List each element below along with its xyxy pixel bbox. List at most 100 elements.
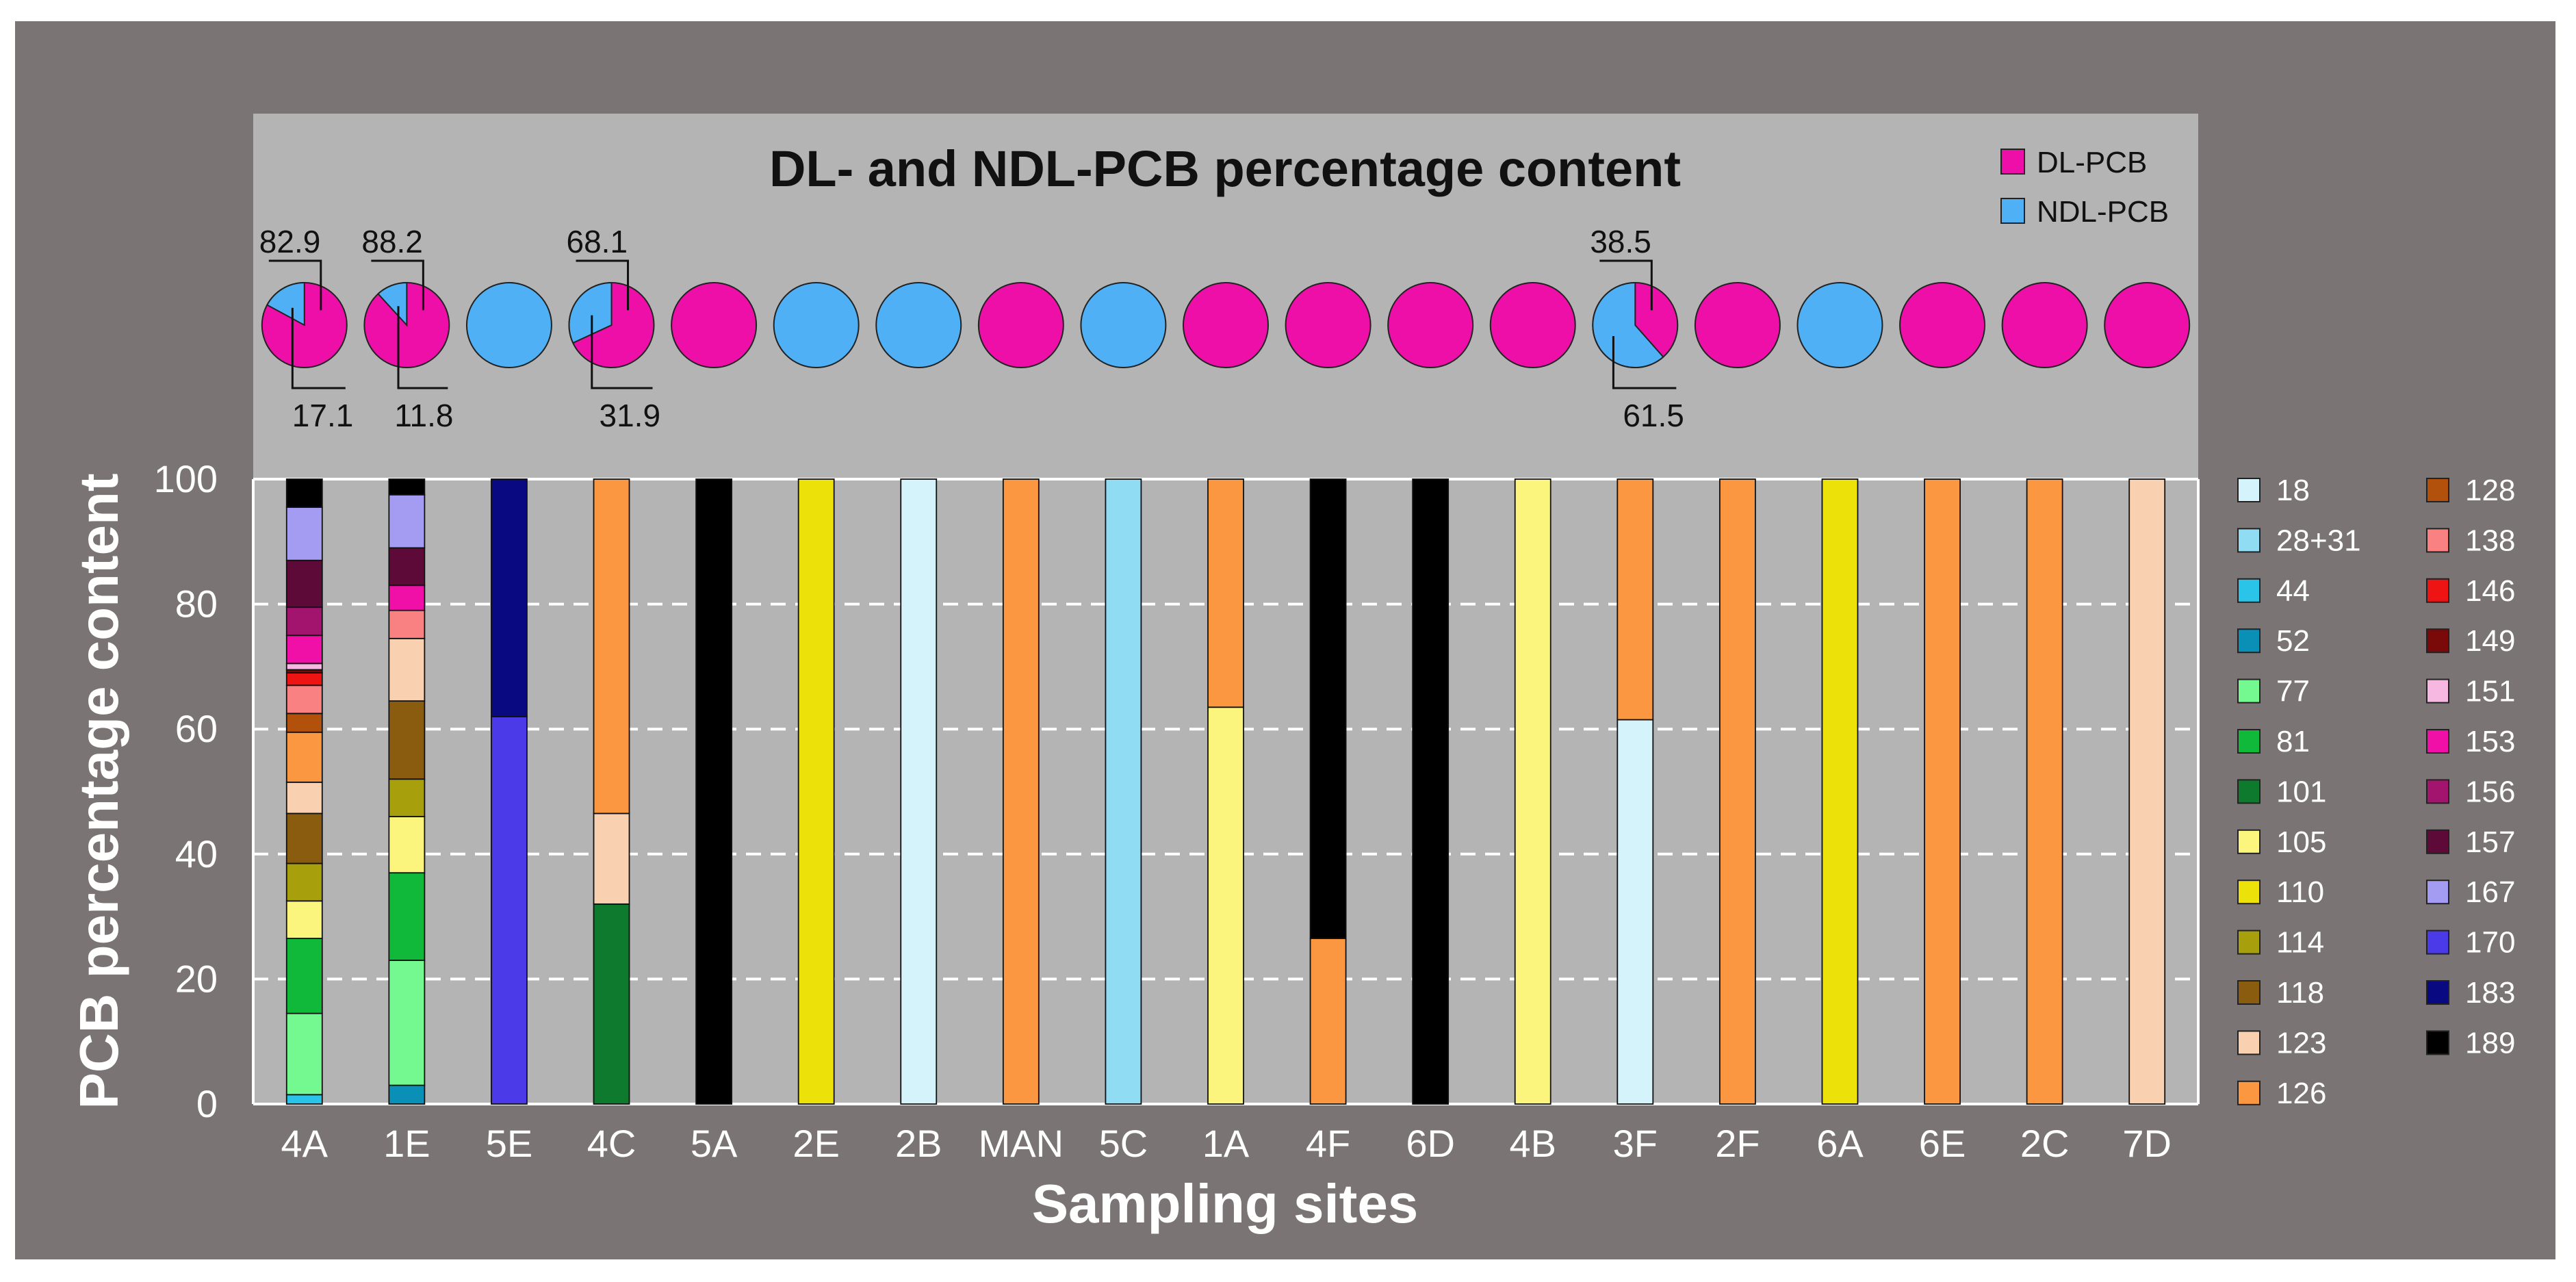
bar-segment-167 [388, 493, 426, 549]
pie-label-ndl: 61.5 [1623, 398, 1684, 433]
chart-title: DL- and NDL-PCB percentage content [769, 140, 1681, 197]
bar-4B [1514, 478, 1551, 1105]
x-tick-label: MAN [979, 1122, 1064, 1165]
legend-label: 126 [2276, 1077, 2326, 1110]
bar-segment-123 [388, 637, 426, 702]
legend-swatch [2426, 1030, 2449, 1055]
pie-slice [1899, 282, 1986, 368]
legend-label: 153 [2465, 725, 2515, 758]
pie-4B [1489, 282, 1576, 368]
bar-segment-105 [1514, 478, 1551, 1105]
legend-swatch [2426, 829, 2449, 854]
legend-label: 105 [2276, 825, 2326, 859]
bar-segment-114 [285, 862, 323, 902]
y-tick-label: 100 [154, 457, 218, 500]
bar-segment-123 [593, 812, 630, 905]
bar-2C [2026, 478, 2063, 1105]
pie-label-dl: 82.9 [259, 224, 321, 259]
bar-segment-189 [285, 478, 323, 508]
pie-1E: 88.2 11.8 [361, 224, 453, 433]
bar-segment-170 [491, 716, 528, 1105]
pie-2B [875, 282, 962, 368]
pie-slice [773, 282, 860, 368]
pie-2C [2001, 282, 2088, 368]
y-tick-label: 60 [175, 707, 218, 750]
pie-slice-ndl [568, 281, 613, 344]
bar-6E [1924, 478, 1961, 1105]
bar-segment-126 [1718, 478, 1756, 1105]
pie-5E [465, 282, 552, 368]
pie-slice-ndl [266, 281, 305, 326]
pie-slice [1694, 282, 1781, 368]
pie-slice [875, 282, 962, 368]
legend-swatch [2426, 578, 2449, 603]
bar-segment-101 [593, 903, 630, 1105]
bar-segment-167 [285, 507, 323, 561]
bar-segment-44 [285, 1094, 323, 1105]
pie-legend-swatch [2000, 198, 2025, 224]
x-tick-label: 4A [281, 1122, 329, 1165]
bar-5C [1105, 478, 1142, 1105]
pie-slice-ndl [1592, 281, 1664, 368]
bar-segment-126 [593, 478, 630, 815]
legend-swatch [2237, 829, 2261, 854]
pie-legend: DL-PCB NDL-PCB [2000, 146, 2169, 229]
legend-label: 18 [2276, 474, 2310, 507]
bar-segment-183 [491, 478, 528, 717]
legend-swatch [2426, 729, 2449, 754]
bar-segment-18 [900, 478, 938, 1105]
x-tick-label: 2B [895, 1122, 942, 1165]
x-tick-label: 5A [691, 1122, 738, 1165]
legend-label: 138 [2465, 524, 2515, 557]
bar-segment-128 [285, 713, 323, 733]
x-tick-label: 3F [1613, 1122, 1658, 1165]
x-tick-label: 5E [486, 1122, 533, 1165]
pie-slice-ndl [377, 281, 408, 327]
x-tick-label: 4B [1509, 1122, 1556, 1165]
bar-segment-126 [2026, 478, 2063, 1105]
pie-6E [1899, 282, 1986, 368]
pie-label-dl: 68.1 [567, 224, 628, 259]
pie-3F: 38.5 61.5 [1590, 224, 1684, 433]
pie-leader-line [591, 315, 653, 389]
x-tick-label: 7D [2122, 1122, 2172, 1165]
bar-1A [1207, 478, 1244, 1105]
legend-swatch [2426, 478, 2449, 502]
pie-4A: 82.9 17.1 [259, 224, 354, 433]
y-axis-label: PCB percentage content [68, 473, 129, 1109]
legend-label: 123 [2276, 1026, 2326, 1060]
legend-swatch [2237, 628, 2261, 654]
legend-swatch [2237, 678, 2261, 704]
pie-slice [671, 282, 758, 368]
bar-segment-52 [388, 1084, 426, 1105]
legend-label: 151 [2465, 675, 2515, 708]
legend-swatch [2237, 1030, 2261, 1055]
bar-segment-114 [388, 778, 426, 817]
bar-2B [900, 478, 938, 1105]
bar-3F [1617, 478, 1654, 1105]
bar-4F [1309, 478, 1347, 1105]
y-tick-label: 20 [175, 957, 218, 1000]
bar-segment-110 [1821, 478, 1859, 1105]
pie-slice [1796, 282, 1883, 368]
legend-swatch [2426, 528, 2449, 553]
pie-MAN [977, 282, 1064, 368]
bar-segment-105 [285, 900, 323, 939]
bar-7D [2128, 478, 2166, 1105]
legend-label: 110 [2276, 875, 2324, 909]
legend-label: 52 [2276, 624, 2310, 658]
bar-segment-156 [285, 606, 323, 637]
legend-swatch [2237, 930, 2261, 955]
x-tick-label: 6D [1406, 1122, 1455, 1165]
x-tick-label: 2E [793, 1122, 840, 1165]
pie-label-ndl: 31.9 [600, 398, 661, 433]
bar-4A [285, 478, 323, 1105]
y-ticks: 0 20 40 60 80 100 [154, 457, 218, 1125]
pie-slice [1387, 282, 1474, 368]
legend-swatch [2426, 930, 2449, 955]
bar-segment-153 [388, 585, 426, 611]
legend-label: 189 [2465, 1026, 2515, 1060]
legend-swatch [2426, 678, 2449, 704]
x-ticks: 4A 1E 5E 4C 5A 2E 2B MAN 5C 1A 4F 6D 4B 3F 2F 6A 6E 2C 7D [281, 1122, 2172, 1165]
